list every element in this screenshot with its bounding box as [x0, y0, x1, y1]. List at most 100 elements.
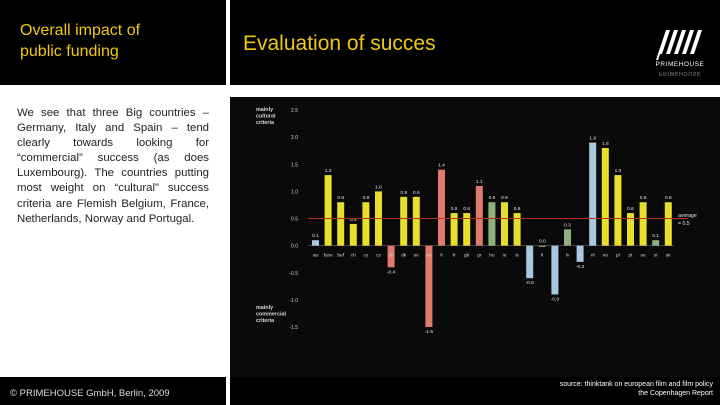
value-label-bw: 1.3: [325, 168, 332, 174]
value-label-cz: 1.0: [375, 184, 382, 190]
category-label-gr: gr: [477, 253, 482, 259]
value-label-it: -0.6: [526, 280, 535, 286]
bar-fr: [450, 213, 458, 246]
left-footer-box: [0, 377, 226, 405]
bar-cy: [362, 202, 370, 246]
value-label-ch: 0.4: [350, 217, 357, 223]
bar-es: [425, 245, 433, 327]
bar-is: [513, 213, 521, 246]
value-label-mt: -0.3: [576, 264, 585, 270]
y-tick-label: 0.5: [291, 217, 298, 223]
category-label-gb: gb: [464, 253, 470, 259]
y-tick-label: 0.0: [291, 244, 298, 250]
cultural-criteria-label: mainly cultural criteria: [256, 107, 276, 126]
value-label-se: 0.8: [640, 195, 647, 201]
category-label-nl: nl: [591, 253, 595, 259]
value-label-cy: 0.8: [363, 195, 370, 201]
bar-si: [652, 240, 660, 246]
value-label-es: -1.5: [425, 329, 434, 335]
value-label-bf: 0.8: [337, 195, 344, 201]
bar-sk: [664, 202, 672, 246]
value-label-ee: 0.9: [413, 190, 420, 196]
bar-pl: [614, 175, 622, 246]
value-label-dk: 0.9: [400, 190, 407, 196]
category-label-ee: ee: [414, 254, 420, 259]
copyright-footer: © PRIMEHOUSE GmbH, Berlin, 2009: [10, 388, 170, 399]
bar-mt: [576, 245, 584, 262]
category-label-hu: hu: [489, 253, 495, 259]
category-label-ch: ch: [351, 253, 356, 259]
bar-dk: [400, 196, 408, 246]
average-label: average = 0.5: [678, 213, 697, 227]
category-label-it: it: [528, 253, 531, 259]
y-tick-label: -1.5: [289, 325, 298, 331]
logo-mark: [656, 30, 702, 60]
y-tick-label: 2.5: [291, 108, 298, 114]
category-label-lv: lv: [566, 253, 570, 259]
bar-gb: [463, 213, 471, 246]
y-tick-label: 2.0: [291, 135, 298, 141]
y-tick-label: 1.5: [291, 162, 298, 168]
category-label-pl: pl: [616, 253, 620, 259]
chart-panel: [230, 97, 720, 377]
category-label-no: no: [603, 254, 609, 259]
category-label-de: de: [388, 253, 394, 259]
chart-title: Evaluation of succes: [243, 32, 436, 55]
y-tick-label: -0.5: [289, 271, 298, 277]
right-title-box: [230, 0, 720, 85]
category-label-fr: fr: [453, 253, 456, 259]
value-label-gr: 1.1: [476, 179, 483, 185]
value-label-pl: 1.3: [615, 168, 622, 174]
value-label-fr: 0.6: [451, 206, 458, 212]
bar-hu: [488, 202, 496, 246]
category-label-lu: lu: [553, 253, 557, 259]
bar-ie: [501, 202, 508, 246]
value-label-au: 0.1: [312, 233, 319, 239]
category-label-cz: cz: [376, 254, 381, 259]
category-label-cy: cy: [364, 254, 369, 259]
category-label-si: si: [654, 253, 657, 259]
value-label-fi: 1.4: [438, 163, 445, 169]
bar-gr: [475, 185, 483, 246]
value-label-gb: 0.6: [463, 206, 470, 212]
commercial-criteria-label: mainly commercial criteria: [256, 305, 286, 324]
category-label-sk: sk: [666, 253, 671, 259]
bar-fi: [438, 169, 445, 246]
bar-lt: [538, 245, 546, 247]
category-label-ie: ie: [503, 253, 507, 259]
value-label-no: 1.8: [602, 141, 609, 147]
bar-ee: [412, 196, 420, 246]
category-label-mt: mt: [577, 253, 583, 259]
category-label-es: es: [426, 254, 432, 259]
value-label-pt: 0.6: [627, 206, 634, 212]
value-label-de: -0.4: [387, 269, 396, 275]
left-title: Overall impact of public funding: [20, 22, 141, 60]
bar-bw: [324, 175, 332, 246]
value-label-lu: -0.9: [551, 296, 560, 302]
category-label-bw: bew: [324, 253, 333, 259]
body-text: We see that three Big countries – German…: [17, 107, 209, 225]
bar-ch: [349, 223, 357, 246]
logo-wordmark: PRIMEHOUSE: [656, 61, 705, 68]
bar-se: [639, 202, 647, 246]
bar-no: [601, 147, 609, 246]
category-label-lt: lt: [541, 253, 544, 259]
value-label-sk: 0.8: [665, 195, 672, 201]
bar-de: [387, 245, 395, 268]
bar-it: [526, 245, 534, 279]
bar-lv: [564, 229, 571, 246]
value-label-hu: 0.8: [489, 195, 496, 201]
right-footer-box: [230, 377, 720, 405]
category-label-bf: bef: [337, 253, 344, 259]
success-evaluation-chart: -1.5 -1.0 -0.5 0.0 0.5 1.0 1.5 2.0 2.5 0.1 au 1.3 be…: [256, 107, 697, 335]
y-tick-label: -1.0: [289, 298, 298, 304]
category-label-se: se: [641, 254, 646, 259]
category-label-is: is: [515, 253, 519, 259]
category-label-au: au: [313, 254, 319, 259]
value-label-is: 0.6: [514, 206, 521, 212]
source-note: source: thinktank on european film and f…: [559, 381, 713, 397]
y-tick-label: 1.0: [291, 189, 298, 195]
category-label-pt: pt: [628, 253, 633, 259]
value-label-lv: 0.3: [564, 222, 571, 228]
primehouse-logo: PRIMEHOUSE PRIMEHOUSE: [656, 30, 705, 76]
